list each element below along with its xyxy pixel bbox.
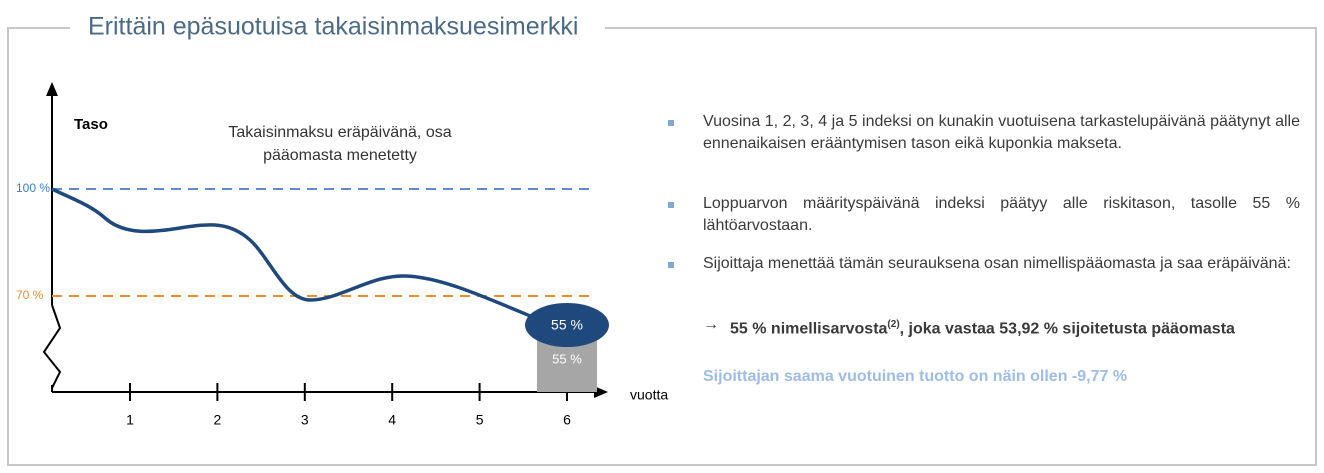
repayment-label: 55 % bbox=[552, 351, 582, 366]
annotation: Takaisinmaksu eräpäivänä, osa bbox=[228, 124, 451, 141]
x-tick-label: 3 bbox=[301, 412, 309, 428]
result-text: 55 % nimellisarvosta bbox=[730, 320, 888, 338]
title: Erittäin epäsuotuisa takaisinmaksuesimer… bbox=[88, 13, 579, 41]
conclusion: Sijoittajan saama vuotuinen tuotto on nä… bbox=[703, 368, 1128, 385]
bullet: Loppuarvon määrityspäivänä indeksi pääty… bbox=[703, 195, 1300, 234]
x-tick-label: 4 bbox=[388, 412, 396, 428]
x-axis-label: vuotta bbox=[630, 387, 668, 403]
result-arrow: → bbox=[703, 316, 719, 333]
final-level-marker bbox=[525, 303, 609, 347]
x-arrow bbox=[594, 386, 608, 398]
final-level-label: 55 % bbox=[551, 317, 583, 333]
x-tick-label: 2 bbox=[214, 412, 222, 428]
annotation: pääomasta menetetty bbox=[263, 147, 417, 164]
x-tick-label: 1 bbox=[126, 412, 134, 428]
bullet-marker bbox=[668, 262, 674, 268]
axis-break-bg bbox=[44, 305, 60, 385]
y-arrow bbox=[46, 82, 58, 96]
axis-break bbox=[42, 304, 62, 389]
footnote: (2) bbox=[887, 319, 900, 330]
result: 55 % nimellisarvosta(2), joka vastaa 53,… bbox=[730, 314, 1300, 340]
bullet-marker bbox=[668, 202, 674, 208]
bullet: Vuosina 1, 2, 3, 4 ja 5 indeksi on kunak… bbox=[703, 113, 1300, 152]
level-label: 70 % bbox=[16, 288, 44, 302]
repayment-bar bbox=[537, 340, 597, 392]
x-tick-label: 6 bbox=[563, 412, 571, 428]
bullet: Sijoittaja menettää tämän seurauksena os… bbox=[703, 255, 1291, 272]
level-label: 100 % bbox=[16, 181, 50, 195]
bullet-marker bbox=[668, 120, 674, 126]
index-curve bbox=[51, 187, 536, 320]
result-text: , joka vastaa 53,92 % sijoitetusta pääom… bbox=[899, 320, 1235, 338]
y-axis-label: Taso bbox=[74, 116, 108, 133]
frame bbox=[7, 27, 1317, 466]
x-tick-label: 5 bbox=[476, 412, 484, 428]
